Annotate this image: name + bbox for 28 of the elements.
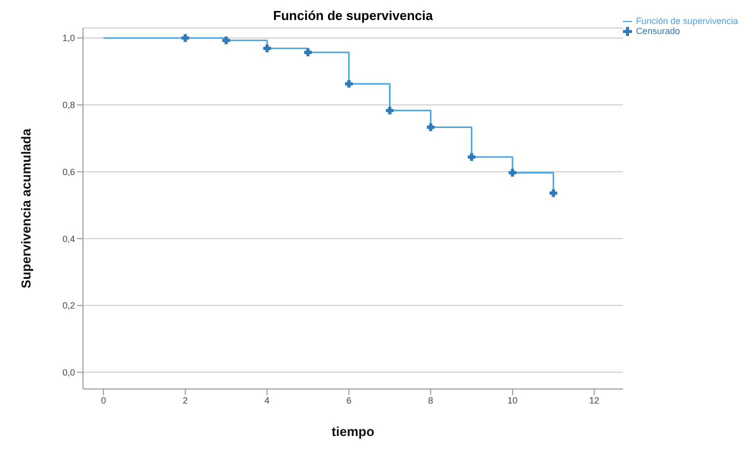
chart-title: Función de supervivencia (272, 8, 434, 23)
x-tick-label: 12 (589, 395, 600, 406)
y-tick-label: 0,0 (62, 367, 75, 378)
x-tick-label: 4 (264, 395, 270, 406)
point (345, 80, 353, 88)
y-tick-label: 0,6 (62, 166, 75, 177)
y-tick-label: 0,2 (62, 300, 75, 311)
point (222, 36, 230, 44)
point (263, 44, 271, 52)
point (468, 153, 476, 161)
point (181, 34, 190, 42)
x-tick-label: 2 (182, 395, 188, 406)
x-tick-label: 8 (428, 395, 434, 406)
legend-label: Función de supervivencia (636, 16, 738, 26)
legend-label: Censurado (636, 26, 680, 36)
point (426, 123, 435, 132)
x-axis-title: tiempo (332, 424, 374, 440)
point (304, 48, 312, 56)
point (508, 168, 516, 177)
x-tick-label: 10 (507, 395, 518, 406)
y-tick-label: 0,4 (62, 234, 75, 244)
y-tick-label: 0,8 (62, 100, 75, 110)
point (550, 189, 558, 197)
point (386, 106, 394, 114)
y-tick-label: 1,0 (62, 33, 75, 44)
x-tick-label: 0 (100, 395, 106, 406)
x-tick-label: 6 (346, 395, 352, 406)
y-axis-title: Supervivencia acumulada (18, 128, 34, 288)
